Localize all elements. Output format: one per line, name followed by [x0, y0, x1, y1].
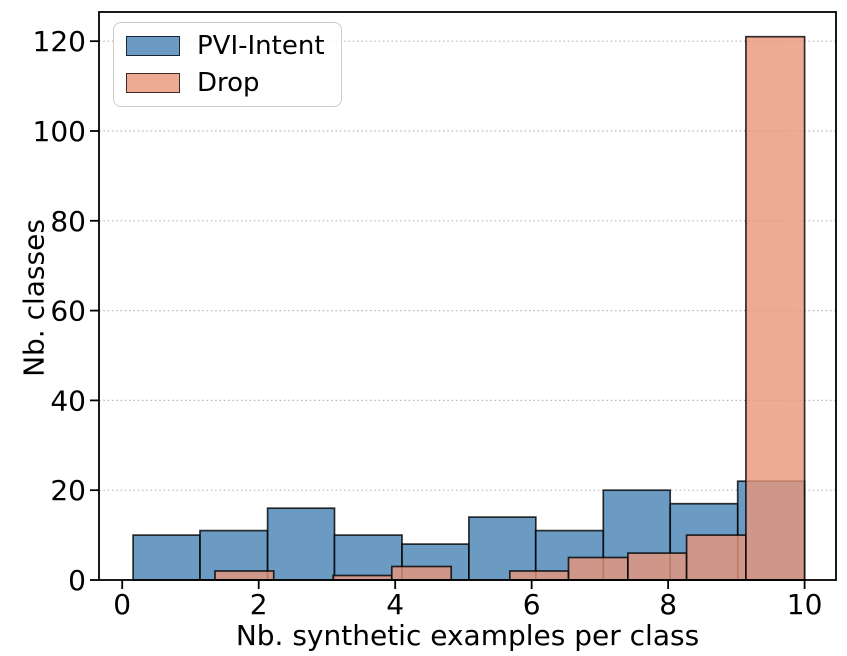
y-axis-label: Nb. classes [17, 219, 51, 377]
legend-label-drop: Drop [197, 67, 260, 98]
hist-bar-drop-bin10 [745, 35, 806, 581]
hist-bar-drop-bin4 [390, 565, 453, 581]
hist-bar-drop-bin7 [567, 556, 629, 581]
x-tick-label-8: 8 [659, 588, 677, 621]
hist-bar-pvi-intent-bin3 [266, 507, 336, 581]
hist-bar-drop-bin1 [214, 570, 275, 581]
plot-frame [98, 11, 837, 581]
legend-label-pvi-intent: PVI-Intent [197, 31, 325, 62]
x-tick-label-6: 6 [523, 588, 541, 621]
hist-bar-pvi-intent-bin1 [132, 534, 201, 581]
legend-swatch-drop [126, 72, 180, 93]
x-tick-label-4: 4 [386, 588, 404, 621]
legend-item-drop: Drop [126, 68, 329, 98]
hist-bar-drop-bin6 [508, 570, 570, 581]
x-tick-label-2: 2 [250, 588, 268, 621]
legend-swatch-pvi-intent [126, 36, 180, 57]
y-tick-label-100: 100 [33, 115, 86, 148]
x-tick-label-0: 0 [113, 588, 131, 621]
hist-bar-drop-bin8 [627, 552, 688, 581]
y-tick-label-80: 80 [50, 205, 86, 238]
hist-bar-pvi-intent-bin6 [468, 516, 537, 581]
x-axis-label: Nb. synthetic examples per class [235, 619, 700, 652]
y-tick-label-40: 40 [50, 384, 86, 417]
x-tick-label-10: 10 [787, 588, 823, 621]
y-tick-label-60: 60 [50, 295, 86, 328]
y-tick-label-0: 0 [68, 564, 86, 597]
y-tick-label-20: 20 [50, 474, 86, 507]
y-tick-label-120: 120 [33, 25, 86, 58]
legend: PVI-Intent Drop [113, 22, 342, 107]
legend-item-pvi-intent: PVI-Intent [126, 31, 329, 61]
hist-bar-drop-bin9 [685, 534, 747, 581]
